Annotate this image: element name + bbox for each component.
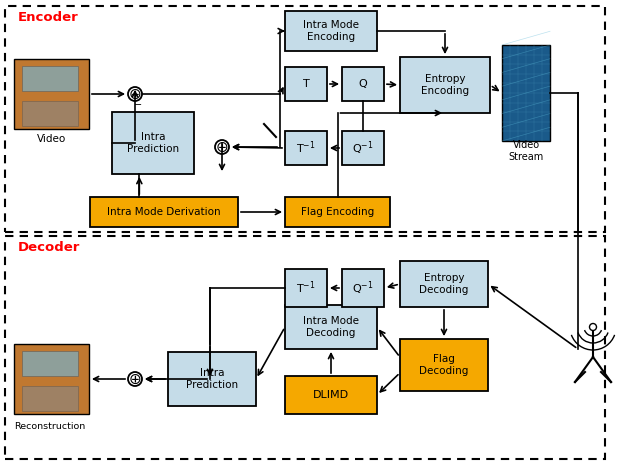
- Bar: [342, 131, 384, 165]
- Bar: [22, 386, 77, 410]
- Circle shape: [589, 324, 596, 331]
- Text: $\oplus$: $\oplus$: [215, 139, 228, 154]
- Text: Intra Mode Derivation: Intra Mode Derivation: [107, 207, 221, 217]
- Text: Q$^{-1}$: Q$^{-1}$: [352, 279, 374, 297]
- Text: Video: Video: [37, 134, 66, 144]
- Text: DLIMD: DLIMD: [313, 390, 349, 400]
- Circle shape: [128, 372, 142, 386]
- Bar: [112, 112, 194, 174]
- Text: T$^{-1}$: T$^{-1}$: [296, 280, 316, 296]
- Text: T: T: [303, 79, 309, 89]
- Bar: [90, 197, 238, 227]
- Text: Reconstruction: Reconstruction: [14, 422, 85, 431]
- Text: Encoder: Encoder: [18, 10, 79, 23]
- Text: T$^{-1}$: T$^{-1}$: [296, 140, 316, 156]
- Circle shape: [215, 140, 229, 154]
- Text: Entropy
Decoding: Entropy Decoding: [419, 273, 468, 295]
- Bar: [5, 6, 605, 232]
- Bar: [22, 66, 77, 91]
- Bar: [285, 197, 390, 227]
- Text: $\oplus$: $\oplus$: [128, 371, 141, 386]
- Circle shape: [128, 87, 142, 101]
- Text: Q$^{-1}$: Q$^{-1}$: [352, 139, 374, 157]
- Text: Intra
Prediction: Intra Prediction: [127, 132, 179, 154]
- Text: Intra Mode
Decoding: Intra Mode Decoding: [303, 316, 359, 338]
- Bar: [14, 344, 89, 414]
- Text: $-$: $-$: [133, 98, 143, 108]
- Bar: [285, 131, 327, 165]
- Bar: [400, 57, 490, 113]
- Text: Intra Mode
Encoding: Intra Mode Encoding: [303, 20, 359, 42]
- Bar: [400, 339, 488, 391]
- Bar: [285, 67, 327, 101]
- Text: Entropy
Encoding: Entropy Encoding: [421, 74, 469, 96]
- Text: Decoder: Decoder: [18, 241, 81, 254]
- Bar: [168, 352, 256, 406]
- Bar: [22, 101, 77, 126]
- Bar: [285, 11, 377, 51]
- Bar: [5, 236, 605, 459]
- Text: Video
Stream: Video Stream: [508, 140, 543, 162]
- Bar: [285, 305, 377, 349]
- Bar: [285, 376, 377, 414]
- Bar: [400, 261, 488, 307]
- Text: $\oplus$: $\oplus$: [128, 86, 141, 101]
- Bar: [342, 67, 384, 101]
- Text: Flag
Decoding: Flag Decoding: [419, 354, 468, 376]
- Text: Intra
Prediction: Intra Prediction: [186, 368, 238, 390]
- Bar: [502, 45, 550, 141]
- Text: Q: Q: [358, 79, 367, 89]
- Bar: [14, 59, 89, 129]
- Text: Flag Encoding: Flag Encoding: [301, 207, 374, 217]
- Bar: [22, 351, 77, 376]
- Bar: [285, 269, 327, 307]
- Bar: [342, 269, 384, 307]
